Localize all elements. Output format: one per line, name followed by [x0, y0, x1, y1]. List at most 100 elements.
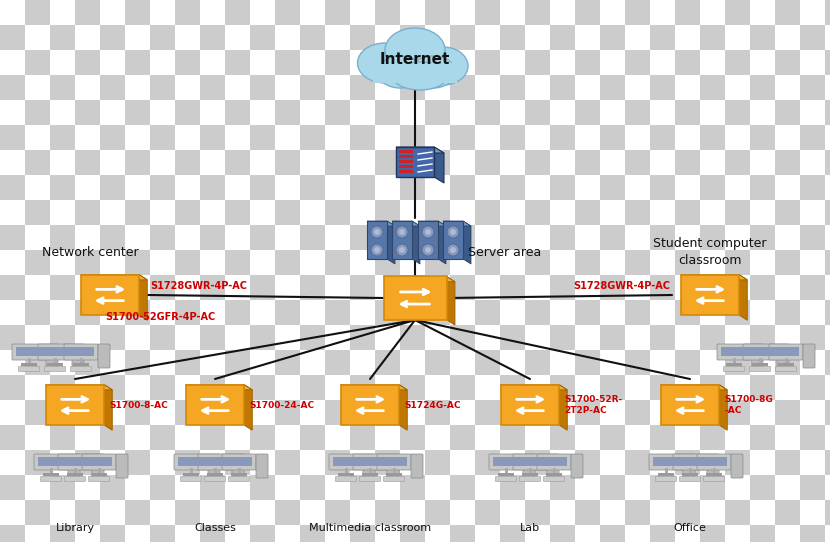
Bar [778, 363, 794, 366]
FancyBboxPatch shape [724, 366, 745, 371]
Bar [350, 325, 375, 350]
Bar [500, 475, 525, 500]
Bar [575, 275, 600, 300]
Bar [393, 468, 396, 473]
Bar [50, 475, 75, 500]
Bar [50, 100, 75, 125]
Bar [450, 350, 475, 375]
Bar [775, 250, 800, 275]
Bar [750, 275, 775, 300]
Bar [425, 250, 450, 275]
Bar [0, 175, 25, 200]
Bar [725, 400, 750, 425]
Text: Classes: Classes [194, 523, 236, 533]
Bar [27, 358, 31, 363]
Bar [825, 175, 830, 200]
Bar [775, 425, 800, 450]
Text: Student computer
classroom: Student computer classroom [653, 237, 767, 267]
Bar [525, 100, 550, 125]
Circle shape [371, 226, 383, 238]
Bar [250, 100, 275, 125]
Bar [750, 300, 775, 325]
Bar [150, 200, 175, 225]
Bar [175, 75, 200, 100]
Bar [675, 225, 700, 250]
Bar [425, 350, 450, 375]
FancyBboxPatch shape [116, 454, 128, 478]
Bar [450, 300, 475, 325]
Bar [275, 50, 300, 75]
Bar [575, 150, 600, 175]
Bar [250, 400, 275, 425]
Bar [100, 100, 125, 125]
Bar [75, 175, 100, 200]
Bar [700, 225, 725, 250]
Bar [375, 175, 400, 200]
FancyBboxPatch shape [673, 454, 707, 470]
Bar [665, 468, 667, 473]
Bar [450, 250, 475, 275]
Circle shape [450, 229, 456, 235]
Bar [325, 175, 350, 200]
Bar [500, 425, 525, 450]
Bar [325, 200, 350, 225]
Bar [425, 300, 450, 325]
FancyBboxPatch shape [12, 344, 46, 360]
Bar [250, 0, 275, 25]
Bar [125, 325, 150, 350]
Bar [225, 250, 250, 275]
Bar [0, 375, 25, 400]
Bar [725, 425, 750, 450]
Bar [600, 200, 625, 225]
Bar [475, 250, 500, 275]
Bar [225, 450, 250, 475]
FancyBboxPatch shape [513, 454, 547, 470]
Bar [375, 50, 400, 75]
Bar [450, 400, 475, 425]
Bar [650, 250, 675, 275]
Bar [675, 275, 700, 300]
Bar [475, 475, 500, 500]
Bar [300, 200, 325, 225]
Bar [375, 100, 400, 125]
Bar [625, 275, 650, 300]
Bar [522, 473, 538, 476]
Bar [750, 325, 775, 350]
Bar [175, 325, 200, 350]
Bar [275, 375, 300, 400]
Bar [150, 275, 175, 300]
Bar [450, 375, 475, 400]
Bar [650, 225, 675, 250]
Bar [775, 200, 800, 225]
Bar [675, 525, 700, 542]
Bar [125, 500, 150, 525]
Bar [399, 165, 413, 168]
Bar [100, 475, 125, 500]
Bar [775, 325, 800, 350]
Bar [650, 100, 675, 125]
Bar [625, 450, 650, 475]
Bar [275, 150, 300, 175]
Bar [225, 275, 250, 300]
Bar [700, 300, 725, 325]
Bar [600, 175, 625, 200]
FancyBboxPatch shape [649, 454, 683, 470]
Text: Internet: Internet [380, 53, 450, 68]
FancyBboxPatch shape [174, 454, 208, 470]
Bar [25, 200, 50, 225]
Bar [250, 250, 275, 275]
Bar [550, 50, 575, 75]
FancyBboxPatch shape [222, 454, 256, 470]
Bar [725, 175, 750, 200]
Bar [650, 350, 675, 375]
Bar [712, 468, 715, 473]
Bar [399, 170, 413, 173]
Bar [300, 375, 325, 400]
Bar [375, 200, 400, 225]
Bar [275, 125, 300, 150]
Bar [625, 125, 650, 150]
Bar [475, 175, 500, 200]
Bar [250, 325, 275, 350]
Bar [525, 275, 550, 300]
Bar [100, 350, 125, 375]
